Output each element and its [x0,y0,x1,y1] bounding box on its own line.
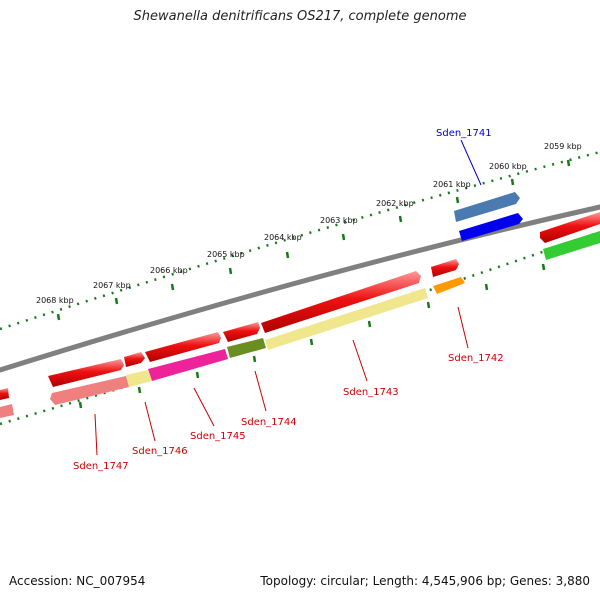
scale-label: 2068 kbp [36,296,74,305]
scale-label: 2062 kbp [376,199,414,208]
cds-arrow[interactable] [124,352,145,367]
scale-label: 2061 kbp [433,180,471,189]
scale-label: 2066 kbp [150,266,188,275]
topology-text: Topology: circular; Length: 4,545,906 bp… [260,574,590,588]
scale-label: 2059 kbp [544,142,582,151]
gene-box-sden-1746[interactable] [126,370,152,387]
gene-label-sden-1746: Sden_1746 [132,446,188,457]
leader-sden-1743 [352,339,368,382]
gene-box-sden-1745[interactable] [148,349,228,381]
gene-label-sden-1745: Sden_1745 [190,431,246,442]
gene-box-sden-1741-steelblue[interactable] [454,192,520,222]
reverse-cds-row [0,192,600,418]
scale-label: 2067 kbp [93,281,131,290]
scale-label: 2063 kbp [320,216,358,225]
leader-sden-1747 [94,413,98,456]
cds-arrow[interactable] [540,212,600,243]
gene-box-sden-1744[interactable] [227,338,266,358]
leader-sden-1744 [254,370,267,412]
cds-arrow[interactable] [0,388,9,400]
gene-box-green[interactable] [543,231,600,260]
gene-box-left-edge[interactable] [0,404,14,418]
leader-sden-1741 [460,139,482,186]
outer-scale-track [0,150,600,331]
map-title: Shewanella denitrificans OS217, complete… [133,9,467,24]
gene-box-sden-1742[interactable] [433,277,465,294]
genome-backbone [0,204,600,373]
gene-label-sden-1743: Sden_1743 [343,387,399,398]
forward-cds-row [0,212,600,400]
gene-box-sden-1743[interactable] [265,288,428,350]
scale-label: 2060 kbp [489,162,527,171]
scale-label: 2065 kbp [207,250,245,259]
gene-labels: Sden_1741 Sden_1742 Sden_1743 Sden_1744 … [73,128,504,472]
gene-box-sden-1747[interactable] [50,376,129,405]
cds-arrow[interactable] [261,271,421,333]
cds-arrow[interactable] [145,332,221,362]
gene-box-sden-1741-blue[interactable] [459,213,523,241]
outer-major-ticks [56,159,571,321]
inner-major-ticks [78,263,546,409]
gene-label-sden-1747: Sden_1747 [73,461,129,472]
label-leaders [94,139,482,456]
cds-arrow[interactable] [48,359,124,387]
gene-label-sden-1741: Sden_1741 [436,128,492,139]
leader-sden-1742 [457,306,469,349]
scale-label: 2064 kbp [264,233,302,242]
leader-sden-1745 [193,387,215,427]
gene-label-sden-1742: Sden_1742 [448,353,504,364]
scale-labels: 2068 kbp 2067 kbp 2066 kbp 2065 kbp 2064… [36,142,582,305]
cds-arrow[interactable] [223,322,260,342]
leader-sden-1746 [144,401,156,442]
cds-arrow[interactable] [431,259,459,277]
accession-text: Accession: NC_007954 [9,574,146,588]
gene-label-sden-1744: Sden_1744 [241,417,297,428]
